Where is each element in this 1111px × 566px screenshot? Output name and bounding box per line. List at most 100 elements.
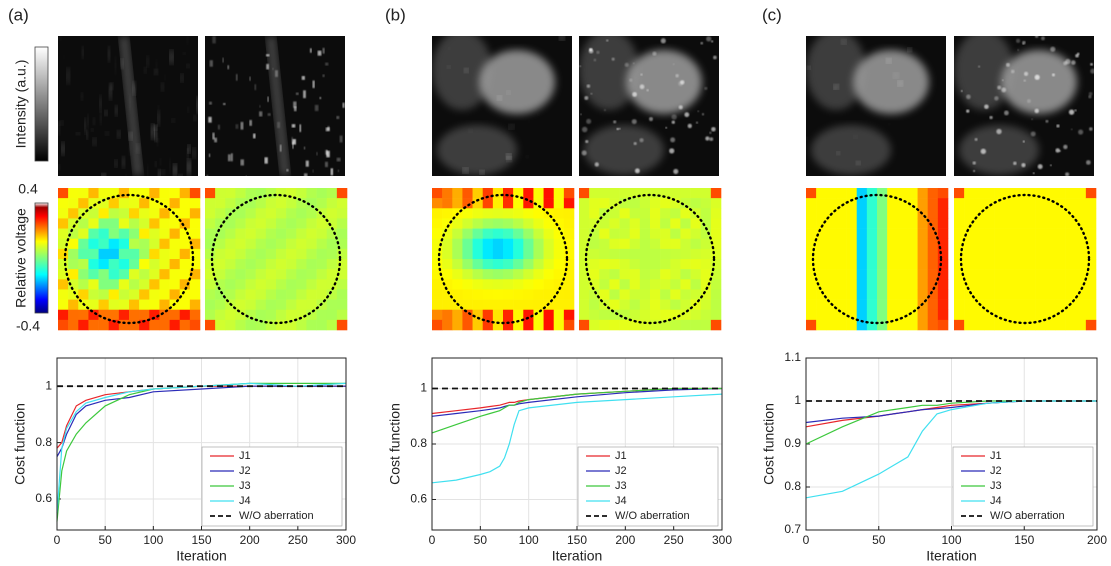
voltage-cell: [432, 198, 443, 209]
voltage-cell: [563, 188, 575, 199]
voltage-cell: [589, 299, 600, 311]
speck: [680, 80, 685, 85]
voltage-cell: [660, 289, 671, 300]
voltage-cell: [1014, 198, 1026, 209]
voltage-cell: [432, 218, 443, 229]
voltage-cell: [826, 309, 837, 321]
voltage-cell: [1014, 218, 1026, 229]
voltage-cell: [58, 238, 69, 250]
voltage-cell: [482, 208, 494, 219]
voltage-cell: [690, 188, 702, 199]
voltage-cell: [78, 269, 89, 280]
voltage-cell: [472, 198, 484, 209]
voltage-cell: [533, 208, 544, 219]
legend-label: J3: [615, 480, 627, 492]
voltage-cell: [639, 299, 651, 311]
voltage-cell: [650, 309, 661, 321]
voltage-cell: [984, 238, 995, 250]
voltage-cell: [937, 299, 949, 311]
voltage-cell: [276, 218, 287, 229]
speck: [675, 74, 679, 78]
voltage-cell: [974, 238, 985, 250]
voltage-cell: [255, 259, 267, 270]
voltage-cell: [907, 228, 918, 240]
voltage-cell: [306, 198, 317, 209]
legend-label: J4: [615, 495, 627, 507]
voltage-cell: [276, 208, 287, 219]
voltage-cell: [276, 238, 287, 250]
voltage-cell: [563, 279, 575, 290]
voltage-cell: [149, 198, 160, 209]
speck: [304, 146, 306, 150]
voltage-cell: [482, 198, 494, 209]
speck: [984, 104, 989, 110]
voltage-cell: [149, 208, 160, 219]
voltage-cell: [159, 259, 170, 270]
voltage-cell: [1055, 309, 1066, 321]
voltage-cell: [700, 228, 712, 240]
voltage-cell: [1014, 238, 1026, 250]
voltage-cell: [846, 238, 858, 250]
voltage-cell: [826, 228, 837, 240]
voltage-cell: [68, 309, 79, 321]
voltage-cell: [1004, 208, 1016, 219]
voltage-cell: [68, 269, 79, 280]
voltage-cell: [235, 319, 246, 331]
voltage-cell: [670, 279, 681, 290]
voltage-cell: [907, 289, 918, 300]
x-tick-label: 50: [872, 533, 886, 547]
voltage-cell: [189, 309, 201, 321]
voltage-cell: [108, 309, 120, 321]
voltage-cell: [533, 198, 544, 209]
voltage-cell: [118, 198, 130, 209]
speck: [672, 63, 675, 65]
x-tick-label: 0: [54, 533, 61, 547]
voltage-cell: [98, 279, 110, 290]
voltage-cell: [639, 289, 651, 300]
voltage-cell: [579, 269, 590, 280]
voltage-cell: [1004, 218, 1016, 229]
y-tick-label: 0.8: [410, 436, 427, 450]
voltage-cell: [432, 188, 443, 199]
voltage-cell: [98, 259, 110, 270]
voltage-cell: [432, 279, 443, 290]
voltage-cell: [563, 238, 575, 250]
speck: [1071, 60, 1076, 65]
voltage-cell: [159, 218, 170, 229]
voltage-cell: [1055, 289, 1066, 300]
voltage-cell: [866, 309, 878, 321]
voltage-cell: [877, 299, 888, 311]
voltage-cell: [856, 259, 868, 270]
voltage-cell: [619, 208, 631, 219]
speck: [86, 130, 89, 139]
voltage-cell: [245, 238, 257, 250]
speck: [841, 39, 847, 45]
voltage-cell: [826, 198, 837, 209]
voltage-cell: [1075, 208, 1087, 219]
speck: [186, 36, 189, 44]
voltage-cell: [897, 279, 908, 290]
voltage-cell: [897, 188, 908, 199]
voltage-cell: [523, 228, 534, 240]
voltage-cell: [159, 319, 170, 331]
voltage-cell: [286, 279, 297, 290]
voltage-cell: [533, 188, 544, 199]
voltage-cell: [205, 198, 216, 209]
voltage-cell: [994, 299, 1006, 311]
voltage-cell: [78, 238, 89, 250]
speck: [1063, 144, 1068, 150]
speck: [978, 65, 981, 68]
voltage-cell: [690, 218, 702, 229]
voltage-cell: [98, 218, 110, 229]
voltage-cell: [442, 289, 453, 300]
voltage-cell: [553, 218, 565, 229]
voltage-cell: [1065, 289, 1077, 300]
speck: [58, 122, 60, 135]
image: [432, 36, 572, 176]
speck: [584, 96, 589, 100]
voltage-cell: [710, 238, 722, 250]
speck: [671, 114, 677, 120]
voltage-cell: [159, 248, 170, 260]
voltage-cell: [1075, 248, 1087, 260]
voltage-cell: [78, 198, 89, 209]
